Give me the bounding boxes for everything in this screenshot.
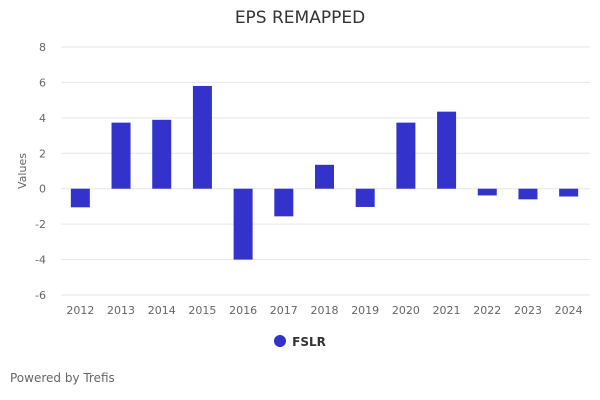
bar-2018 bbox=[315, 164, 334, 189]
bar-2024 bbox=[559, 188, 579, 197]
y-tick-label: 4 bbox=[39, 112, 46, 125]
x-tick-label: 2017 bbox=[270, 304, 298, 317]
x-tick-label: 2020 bbox=[392, 304, 420, 317]
y-axis-label: Values bbox=[16, 153, 29, 189]
x-tick-label: 2015 bbox=[188, 304, 216, 317]
y-tick-label: -2 bbox=[35, 218, 46, 231]
y-tick-label: 0 bbox=[39, 183, 46, 196]
legend[interactable]: FSLR bbox=[0, 335, 600, 349]
bar-2014 bbox=[152, 119, 172, 189]
bar-2017 bbox=[274, 188, 294, 217]
powered-by-credit: Powered by Trefis bbox=[10, 371, 115, 385]
bar-2021 bbox=[437, 111, 457, 189]
y-tick-label: -4 bbox=[35, 254, 46, 267]
bar-2015 bbox=[192, 85, 212, 189]
x-tick-label: 2022 bbox=[473, 304, 501, 317]
bar-2016 bbox=[233, 188, 253, 260]
bar-2023 bbox=[518, 188, 538, 200]
bar-2013 bbox=[111, 122, 131, 189]
bar-2012 bbox=[70, 188, 90, 208]
x-tick-label: 2024 bbox=[555, 304, 583, 317]
x-tick-label: 2019 bbox=[351, 304, 379, 317]
legend-marker bbox=[274, 335, 287, 347]
y-tick-label: -6 bbox=[35, 289, 46, 302]
x-tick-label: 2014 bbox=[148, 304, 176, 317]
bar-2019 bbox=[355, 188, 375, 207]
y-tick-label: 6 bbox=[39, 76, 46, 89]
bar-2020 bbox=[396, 122, 416, 189]
bar-chart: -6 -4 -2 0 2 4 6 8 Values 2012 2013 2014 2015 2016 201… bbox=[16, 41, 590, 317]
y-tick-label: 8 bbox=[39, 41, 46, 54]
bar-2022 bbox=[477, 188, 497, 196]
x-tick-label: 2013 bbox=[107, 304, 135, 317]
x-tick-label: 2023 bbox=[514, 304, 542, 317]
x-tick-label: 2012 bbox=[66, 304, 94, 317]
legend-label: FSLR bbox=[292, 335, 326, 349]
y-tick-label: 2 bbox=[39, 147, 46, 160]
x-tick-label: 2018 bbox=[311, 304, 339, 317]
chart-title: EPS REMAPPED bbox=[234, 8, 366, 28]
x-tick-label: 2021 bbox=[433, 304, 461, 317]
x-tick-label: 2016 bbox=[229, 304, 257, 317]
